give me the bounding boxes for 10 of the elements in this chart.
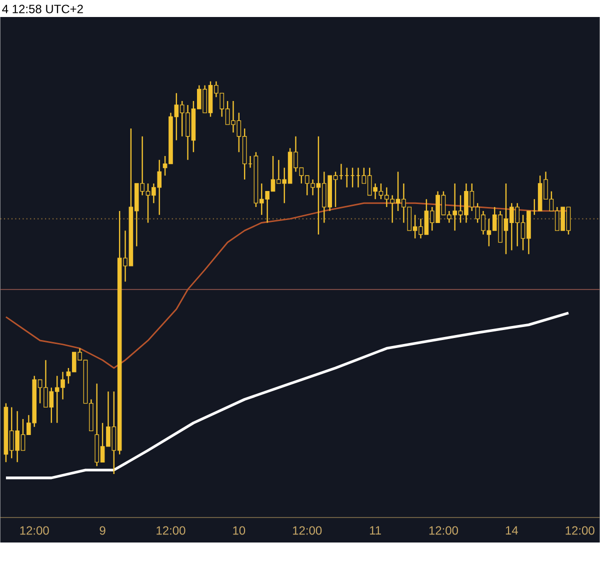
x-tick-label: 12:00	[293, 526, 322, 534]
x-tick-label: 12:00	[429, 526, 458, 534]
chart-title: 4 12:58 UTC+2	[2, 4, 83, 13]
x-tick-label: 12:00	[566, 526, 594, 534]
x-tick-label: 12:00	[156, 526, 186, 534]
x-tick-label: 14	[506, 526, 518, 534]
x-tick-label: 10	[233, 526, 246, 534]
x-tick-label: 11	[370, 526, 381, 534]
x-tick-label: 12:00	[20, 526, 49, 534]
x-tick-label: 9	[100, 526, 106, 534]
